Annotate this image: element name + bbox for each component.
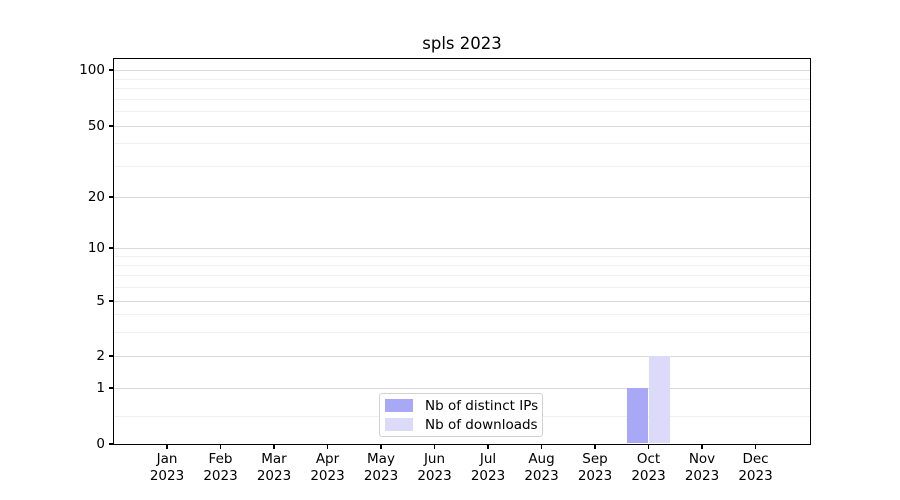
x-tick-year: 2023 <box>631 467 666 484</box>
x-tick-label-aug: Aug 2023 <box>510 451 574 484</box>
gridline-major <box>114 301 810 302</box>
legend: Nb of distinct IPs Nb of downloads <box>379 393 543 437</box>
x-tick-month: Jun <box>423 451 446 467</box>
gridline-minor <box>114 111 810 113</box>
x-tick-label-mar: Mar 2023 <box>242 451 306 484</box>
x-tick <box>166 444 168 449</box>
x-tick-label-jan: Jan 2023 <box>135 451 199 484</box>
x-tick-label-apr: Apr 2023 <box>296 451 360 484</box>
bar-nb-of-downloads <box>648 356 670 443</box>
y-tick <box>109 443 114 445</box>
x-tick-month: Mar <box>261 451 287 467</box>
x-tick <box>219 444 222 449</box>
x-tick-year: 2023 <box>256 467 292 484</box>
gridline-minor <box>114 314 810 316</box>
legend-label-distinct-ips: Nb of distinct IPs <box>425 397 539 414</box>
x-tick-year: 2023 <box>577 467 613 484</box>
gridline-minor <box>114 98 810 100</box>
legend-row-distinct-ips: Nb of distinct IPs <box>385 397 539 414</box>
x-tick-month: Feb <box>208 451 233 467</box>
x-tick <box>433 444 436 449</box>
x-tick-label-jun: Jun 2023 <box>403 451 467 484</box>
x-tick-month: Dec <box>742 451 769 467</box>
x-tick-year: 2023 <box>738 467 773 484</box>
x-tick-year: 2023 <box>363 467 399 484</box>
x-tick <box>326 444 329 449</box>
x-tick <box>487 444 489 449</box>
gridline-major <box>114 356 810 357</box>
legend-row-downloads: Nb of downloads <box>385 416 538 433</box>
x-tick-label-dec: Dec 2023 <box>724 451 788 484</box>
y-tick-label: 100 <box>79 62 105 78</box>
y-tick-label: 5 <box>96 293 105 309</box>
gridline-minor <box>114 78 810 80</box>
x-tick-label-oct: Oct 2023 <box>617 451 681 484</box>
x-tick <box>647 444 650 449</box>
gridline-minor <box>114 88 810 89</box>
x-tick-label-nov: Nov 2023 <box>670 451 734 484</box>
legend-swatch-downloads <box>385 418 413 431</box>
gridline-minor <box>114 165 810 167</box>
x-tick-month: Apr <box>315 451 340 467</box>
gridline-major <box>114 197 810 198</box>
x-tick-month: May <box>367 451 395 467</box>
x-tick <box>540 444 543 449</box>
legend-swatch-distinct-ips <box>385 399 413 412</box>
gridline-major <box>114 126 810 127</box>
x-tick-month: Jan <box>156 451 178 467</box>
x-tick-label-may: May 2023 <box>349 451 413 484</box>
gridline-minor <box>114 256 810 258</box>
gridline-major <box>114 388 810 389</box>
x-tick-year: 2023 <box>684 467 720 484</box>
y-tick <box>109 125 114 127</box>
gridline-minor <box>114 331 810 333</box>
x-tick-month: Aug <box>528 451 555 467</box>
x-tick-label-jul: Jul 2023 <box>456 451 520 484</box>
legend-label-downloads: Nb of downloads <box>425 416 538 433</box>
bar-nb-of-distinct-ips <box>627 388 649 443</box>
x-tick-label-sep: Sep 2023 <box>563 451 627 484</box>
y-tick <box>109 247 114 249</box>
x-tick-month: Nov <box>688 451 716 467</box>
x-tick <box>380 444 382 449</box>
gridline-major <box>114 70 810 71</box>
y-tick <box>109 355 114 357</box>
gridline-major <box>114 248 810 249</box>
gridline-minor <box>114 265 810 267</box>
x-tick-year: 2023 <box>524 467 559 484</box>
gridline-minor <box>114 275 810 277</box>
x-tick-year: 2023 <box>417 467 452 484</box>
x-tick <box>594 444 596 449</box>
y-tick-label: 2 <box>96 348 105 364</box>
plot-area-border <box>113 58 811 445</box>
y-tick-label: 20 <box>87 189 105 205</box>
x-tick <box>754 444 757 449</box>
x-tick-label-feb: Feb 2023 <box>189 451 253 484</box>
y-tick <box>109 387 114 389</box>
y-tick <box>109 300 114 302</box>
x-tick-month: Sep <box>582 451 608 467</box>
x-tick-month: Jul <box>479 451 497 467</box>
chart-title: spls 2023 <box>422 34 502 53</box>
y-tick-label: 0 <box>96 436 105 452</box>
y-tick-label: 50 <box>87 118 105 134</box>
y-tick-label: 1 <box>96 380 105 396</box>
x-tick-month: Oct <box>636 451 661 467</box>
x-tick <box>273 444 275 449</box>
x-tick-year: 2023 <box>470 467 506 484</box>
x-tick-year: 2023 <box>310 467 345 484</box>
gridline-minor <box>114 287 810 289</box>
y-tick <box>109 196 114 198</box>
x-tick <box>701 444 703 449</box>
y-tick <box>109 69 114 71</box>
y-tick-label: 10 <box>87 240 105 256</box>
gridline-minor <box>114 143 810 145</box>
x-tick-year: 2023 <box>203 467 238 484</box>
x-tick-year: 2023 <box>149 467 185 484</box>
